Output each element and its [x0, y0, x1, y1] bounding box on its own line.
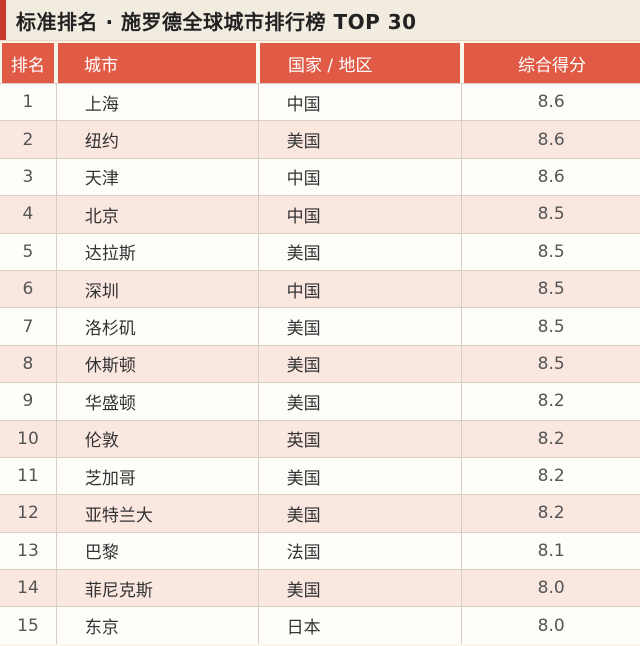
- city-cell: 上海: [55, 84, 258, 121]
- table-row: 2 纽约 美国 8.6: [0, 120, 640, 158]
- table-row: 9 华盛顿 美国 8.2: [0, 382, 640, 420]
- city-cell: 芝加哥: [55, 457, 258, 495]
- score-cell: 8.6: [461, 158, 640, 196]
- city-cell: 休斯顿: [55, 345, 258, 383]
- rank-cell: 2: [22, 129, 34, 150]
- table-row: 3 天津 中国 8.6: [0, 157, 640, 196]
- city-cell: 亚特兰大: [55, 495, 258, 532]
- table-row: 12 亚特兰大 美国 8.2: [0, 494, 640, 532]
- table-row: 14 菲尼克斯 美国 8.0: [0, 569, 640, 607]
- score-cell: 8.5: [461, 196, 640, 233]
- score-cell: 8.6: [461, 121, 640, 158]
- city-cell: 伦敦: [55, 420, 258, 457]
- table-row: 13 巴黎 法国 8.1: [0, 531, 640, 570]
- country-cell: 中国: [257, 158, 462, 196]
- header-rank: 排名: [2, 43, 54, 83]
- country-cell: 美国: [257, 345, 462, 383]
- table-row: 15 东京 日本 8.0: [0, 606, 640, 644]
- country-cell: 美国: [257, 570, 462, 607]
- table-body: 1 上海 中国 8.6 2 纽约 美国 8.6 3 天津 中国 8.6 4 北京 中国 8.5 5 达拉斯 美国 8.…: [0, 83, 640, 644]
- title-bar: 标准排名 · 施罗德全球城市排行榜 TOP 30: [0, 0, 640, 41]
- score-cell: 8.2: [461, 420, 640, 457]
- score-cell: 8.2: [461, 495, 640, 532]
- country-cell: 美国: [257, 495, 462, 532]
- country-cell: 美国: [257, 121, 462, 158]
- table-row: 4 北京 中国 8.5: [0, 195, 640, 233]
- country-cell: 美国: [257, 457, 462, 495]
- city-cell: 北京: [55, 196, 258, 233]
- table-row: 7 洛杉矶 美国 8.5: [0, 307, 640, 345]
- page-title: 标准排名 · 施罗德全球城市排行榜 TOP 30: [16, 9, 417, 34]
- rank-cell: 3: [22, 166, 34, 187]
- rank-cell: 4: [22, 204, 34, 225]
- score-cell: 8.5: [461, 308, 640, 345]
- country-cell: 日本: [257, 607, 462, 644]
- country-cell: 英国: [257, 420, 462, 457]
- score-cell: 8.2: [461, 457, 640, 495]
- city-cell: 达拉斯: [55, 233, 258, 270]
- rank-cell: 10: [17, 428, 39, 449]
- score-cell: 8.6: [461, 84, 640, 121]
- country-cell: 中国: [257, 270, 462, 308]
- table-row: 6 深圳 中国 8.5: [0, 269, 640, 308]
- table-row: 10 伦敦 英国 8.2: [0, 419, 640, 457]
- city-cell: 洛杉矶: [55, 308, 258, 345]
- header-country: 国家 / 地区: [260, 43, 460, 83]
- country-cell: 中国: [257, 84, 462, 121]
- score-cell: 8.0: [461, 570, 640, 607]
- table-row: 11 芝加哥 美国 8.2: [0, 456, 640, 495]
- score-cell: 8.5: [461, 345, 640, 383]
- country-cell: 美国: [257, 308, 462, 345]
- rank-cell: 15: [17, 615, 39, 636]
- score-cell: 8.0: [461, 607, 640, 644]
- table-row: 1 上海 中国 8.6: [0, 83, 640, 121]
- score-cell: 8.1: [461, 532, 640, 570]
- country-cell: 法国: [257, 532, 462, 570]
- rank-cell: 14: [17, 578, 39, 599]
- header-score: 综合得分: [464, 43, 640, 83]
- rank-cell: 11: [17, 466, 39, 487]
- city-cell: 纽约: [55, 121, 258, 158]
- rank-cell: 5: [22, 241, 34, 262]
- city-cell: 巴黎: [55, 532, 258, 570]
- rank-cell: 6: [22, 279, 34, 300]
- table-header: 排名 城市 国家 / 地区 综合得分: [0, 41, 640, 83]
- rank-cell: 8: [22, 353, 34, 374]
- country-cell: 美国: [257, 383, 462, 420]
- rank-cell: 9: [22, 391, 34, 412]
- city-cell: 深圳: [55, 270, 258, 308]
- city-cell: 菲尼克斯: [55, 570, 258, 607]
- city-cell: 华盛顿: [55, 383, 258, 420]
- rank-cell: 12: [17, 503, 39, 524]
- country-cell: 美国: [257, 233, 462, 270]
- score-cell: 8.2: [461, 383, 640, 420]
- city-cell: 东京: [55, 607, 258, 644]
- score-cell: 8.5: [461, 270, 640, 308]
- table-row: 8 休斯顿 美国 8.5: [0, 344, 640, 383]
- country-cell: 中国: [257, 196, 462, 233]
- rank-cell: 1: [22, 92, 34, 113]
- score-cell: 8.5: [461, 233, 640, 270]
- table-row: 5 达拉斯 美国 8.5: [0, 232, 640, 270]
- header-city: 城市: [58, 43, 256, 83]
- rank-cell: 7: [22, 316, 34, 337]
- title-accent-bar: [0, 0, 6, 40]
- rank-cell: 13: [17, 540, 39, 561]
- city-cell: 天津: [55, 158, 258, 196]
